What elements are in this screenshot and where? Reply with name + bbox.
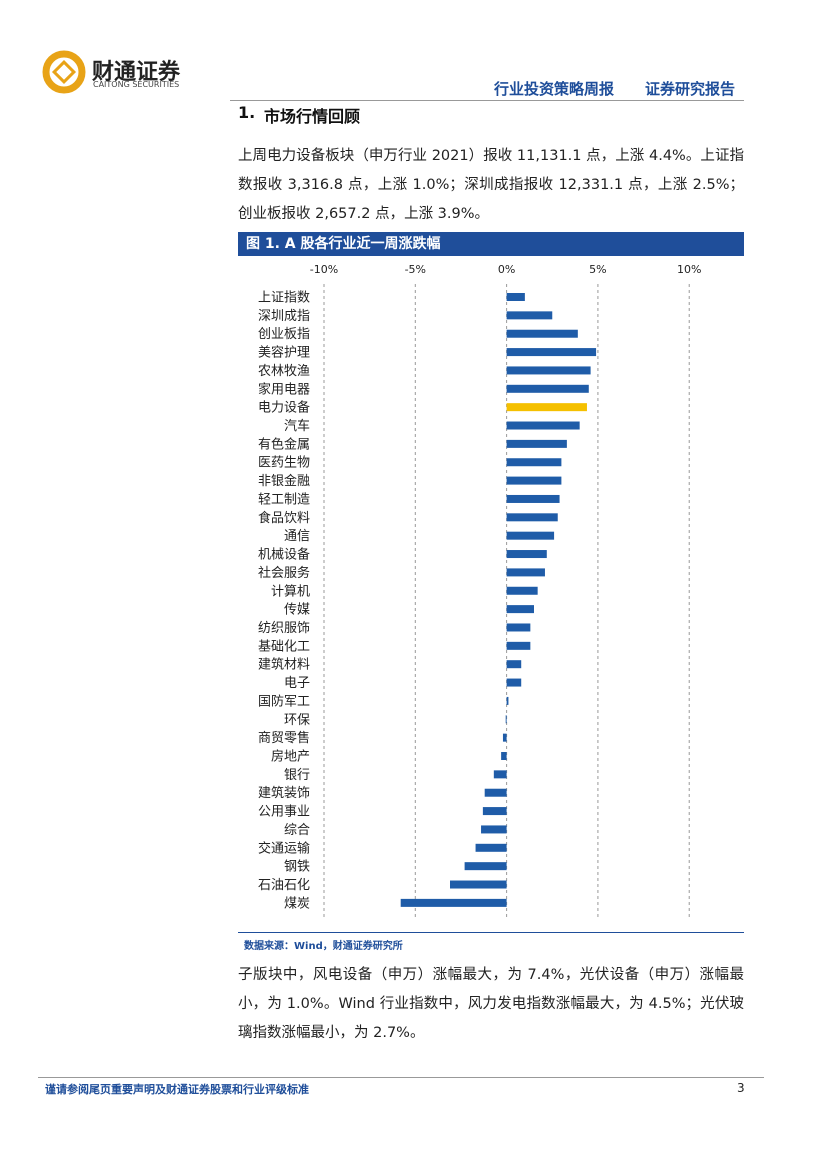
- category-label: 通信: [284, 529, 310, 544]
- report-type: 行业投资策略周报: [494, 80, 615, 98]
- x-tick-label: -10%: [310, 263, 338, 276]
- bar: [501, 752, 507, 760]
- category-label: 汽车: [284, 418, 310, 434]
- bar: [506, 513, 558, 522]
- category-label: 煤炭: [284, 896, 310, 911]
- category-label: 上证指数: [258, 291, 310, 306]
- x-tick-label: 10%: [677, 263, 701, 276]
- footer-disclaimer: 谨请参阅尾页重要声明及财通证券股票和行业评级标准: [45, 1083, 309, 1096]
- category-label: 食品饮料: [258, 510, 310, 526]
- category-label: 基础化工: [258, 639, 310, 654]
- bar: [506, 586, 538, 595]
- chart-source: 数据来源：Wind，财通证券研究所: [244, 941, 403, 952]
- category-label: 传媒: [284, 603, 310, 618]
- category-label: 电子: [284, 676, 310, 691]
- category-label: 社会服务: [258, 565, 310, 581]
- bar: [506, 384, 589, 393]
- category-label: 环保: [284, 713, 310, 728]
- category-label: 轻工制造: [258, 492, 310, 507]
- category-label: 有色金属: [258, 436, 310, 452]
- category-label: 创业板指: [258, 327, 310, 342]
- bar: [506, 678, 522, 687]
- chart-rule: [238, 932, 744, 933]
- bar: [506, 605, 534, 614]
- bar: [506, 623, 531, 632]
- category-label: 国防军工: [258, 693, 310, 709]
- bar: [464, 862, 507, 871]
- category-label: 房地产: [271, 749, 310, 765]
- bar: [506, 531, 555, 540]
- bar: [506, 696, 509, 705]
- bar: [475, 843, 507, 852]
- chart-title: 图 1. A 股各行业近一周涨跌幅: [238, 232, 744, 256]
- category-label: 非银金融: [258, 473, 310, 489]
- footer-rule: [38, 1077, 764, 1078]
- bar: [506, 366, 591, 375]
- bar: [506, 641, 531, 650]
- category-label: 钢铁: [284, 860, 310, 875]
- section-number: 1.: [238, 103, 256, 122]
- bar: [506, 421, 580, 430]
- category-label: 建筑材料: [258, 657, 310, 673]
- bar: [481, 825, 507, 834]
- bar: [506, 458, 562, 467]
- category-label: 美容护理: [258, 345, 310, 361]
- bar: [506, 329, 578, 338]
- x-tick-label: 0%: [498, 263, 515, 276]
- bar: [484, 788, 507, 797]
- company-name-en: CAITONG SECURITIES: [93, 80, 180, 89]
- x-tick-label: 5%: [589, 263, 606, 276]
- x-tick-label: -5%: [405, 263, 426, 276]
- section-title: 市场行情回顾: [264, 107, 361, 126]
- category-label: 石油石化: [258, 878, 310, 893]
- category-label: 计算机: [271, 584, 310, 599]
- category-label: 商贸零售: [258, 730, 310, 746]
- bar: [506, 568, 545, 577]
- bar: [506, 550, 547, 559]
- bar: [493, 770, 507, 779]
- bar: [506, 403, 587, 412]
- category-label: 建筑装饰: [258, 785, 310, 801]
- bar: [505, 715, 507, 724]
- logo-icon: [42, 50, 86, 94]
- bar: [506, 439, 567, 448]
- company-name: 财通证券: [92, 60, 181, 85]
- chart: -10% -5% 0% 5% 10% 上证指数深圳成指创业板指美容护理农林牧渔家用电器电力…: [258, 263, 701, 918]
- bar: [506, 311, 553, 320]
- bar: [506, 660, 522, 669]
- report-category: 证券研究报告: [645, 80, 736, 98]
- category-label: 电力设备: [258, 400, 310, 416]
- category-label: 机械设备: [258, 547, 310, 563]
- category-label: 农林牧渔: [258, 364, 310, 379]
- category-label: 综合: [284, 823, 310, 838]
- bar: [506, 494, 560, 503]
- bar: [506, 293, 525, 301]
- category-label: 深圳成指: [258, 309, 310, 324]
- header-rule: [230, 100, 744, 101]
- bar: [506, 476, 562, 485]
- paragraph: 子版块中，风电设备（申万）涨幅最大，为 7.4%，光伏设备（申万）涨幅最小，为 …: [238, 967, 744, 1041]
- bar: [450, 880, 507, 889]
- bar: [400, 898, 507, 907]
- category-label: 银行: [284, 768, 310, 783]
- page-number: 3: [737, 1081, 745, 1095]
- bar: [502, 733, 507, 742]
- category-label: 公用事业: [258, 805, 310, 820]
- bar: [482, 807, 507, 816]
- category-label: 医药生物: [258, 456, 310, 471]
- category-label: 家用电器: [258, 381, 310, 397]
- bar: [506, 348, 597, 357]
- category-label: 交通运输: [258, 840, 310, 856]
- paragraph: 上周电力设备板块（申万行业 2021）报收 11,131.1 点，上涨 4.4%…: [238, 148, 744, 222]
- category-label: 纺织服饰: [258, 621, 310, 636]
